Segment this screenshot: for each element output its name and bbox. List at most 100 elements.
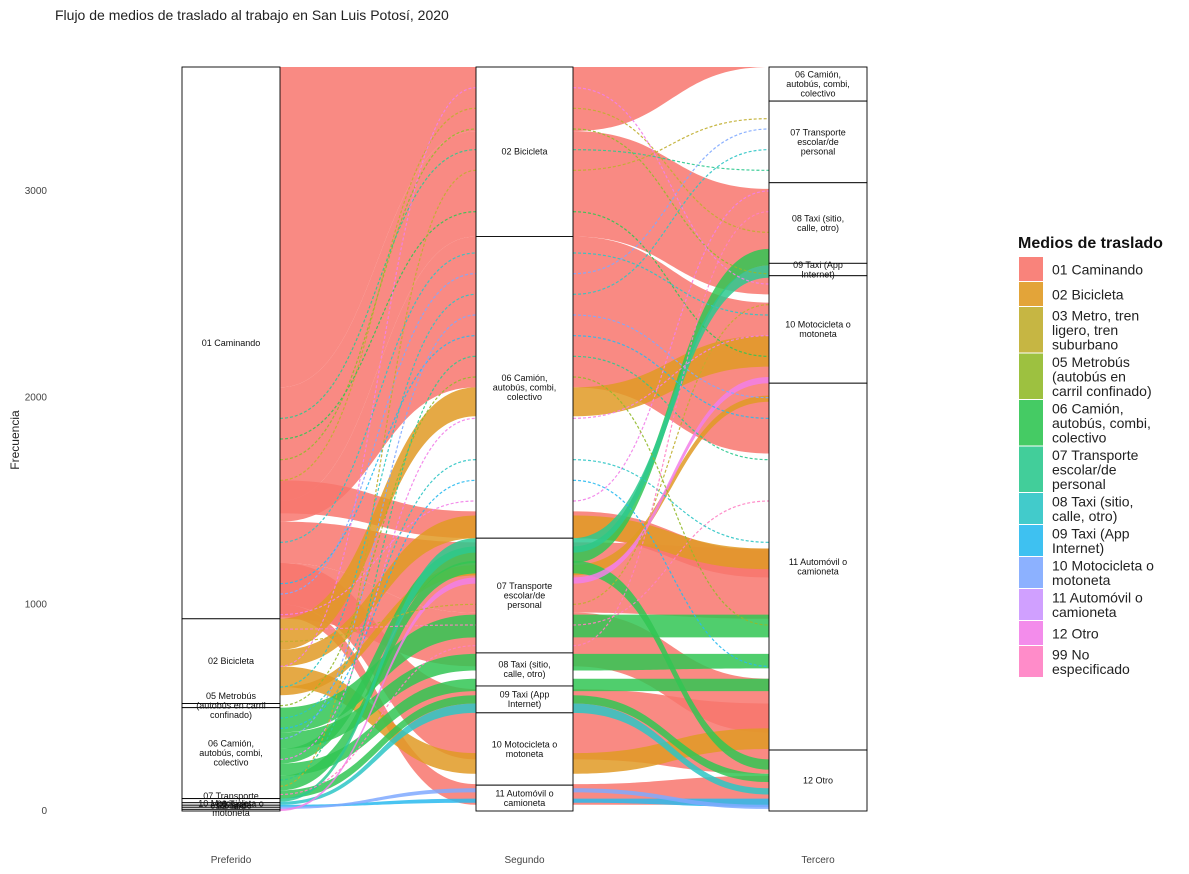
y-tick-label: 1000 xyxy=(25,599,48,610)
flow-thread xyxy=(572,335,770,419)
legend-swatch xyxy=(1019,400,1043,446)
flow-ribbons xyxy=(279,67,770,811)
flow-ribbon xyxy=(573,335,769,417)
flow-ribbon xyxy=(573,377,769,584)
legend-label: 12 Otro xyxy=(1052,625,1099,641)
legend-swatch xyxy=(1019,557,1043,588)
stratum-label-line: escolar/de xyxy=(210,800,252,810)
stratum-label-line: 10 Motocicleta o xyxy=(198,799,264,809)
chart-title: Flujo de medios de traslado al trabajo e… xyxy=(55,7,449,23)
stratum-box xyxy=(768,275,868,384)
legend-label-line: especificado xyxy=(1052,661,1130,677)
legend-label-line: 05 Metrobús xyxy=(1052,354,1130,370)
legend-label-line: 03 Metro, tren xyxy=(1052,308,1139,324)
legend-label: 05 Metrobús (autobús en carril confinado) xyxy=(1052,354,1152,399)
legend-label: 99 No especificado xyxy=(1052,647,1130,678)
stratum-label-line: Internet) xyxy=(801,269,835,279)
stratum-label-line: personal xyxy=(801,146,836,156)
stratum-label-line: confinado) xyxy=(210,710,252,720)
stratum-label-line: 09 Taxi (App xyxy=(793,260,843,270)
flow-thread xyxy=(279,376,477,707)
stratum-box xyxy=(475,685,574,714)
stratum-label-line: camioneta xyxy=(797,566,839,576)
legend-label: 11 Automóvil o camioneta xyxy=(1052,590,1143,621)
stratum-label-line: 07 Transporte xyxy=(790,127,846,137)
stratum-label-line: 02 Bicicleta xyxy=(208,656,254,666)
stratum-label-line: 11 Automóvil o xyxy=(789,557,847,567)
legend-swatch xyxy=(1019,257,1043,281)
stratum-label: 06 Camión, autobús, combi, colectivo xyxy=(786,70,850,99)
flow-ribbon xyxy=(280,695,476,799)
flow-ribbon xyxy=(280,678,476,776)
legend-label-line: 08 Taxi (sitio, xyxy=(1052,494,1133,510)
flow-ribbon xyxy=(573,695,769,783)
flow-ribbon xyxy=(573,265,769,553)
legend: Medios de traslado 01 Caminando 02 Bicicl… xyxy=(1018,235,1163,677)
flow-ribbon xyxy=(280,653,476,749)
legend-label-line: 12 Otro xyxy=(1052,625,1099,641)
stratum-label: 06 Camión, autobús, combi, colectivo xyxy=(199,739,263,768)
legend-swatch xyxy=(1019,589,1043,620)
flow-thread xyxy=(279,500,477,616)
flow-ribbon xyxy=(280,236,476,522)
stratum-box xyxy=(768,182,868,264)
flow-thread xyxy=(279,479,477,729)
flow-ribbon xyxy=(280,788,476,809)
legend-swatch xyxy=(1019,282,1043,306)
flow-thread xyxy=(572,459,770,543)
stratum-label: 12 Otro xyxy=(803,776,833,786)
flow-ribbon xyxy=(280,131,476,502)
stratum-label-line: colectivo xyxy=(213,758,248,768)
legend-label-line: suburbano xyxy=(1052,337,1118,353)
legend-swatch xyxy=(1019,353,1043,399)
stratum-label: 06 Camión, autobús, combi, colectivo xyxy=(493,373,557,402)
flow-thread xyxy=(279,293,477,688)
flow-ribbon xyxy=(573,67,769,132)
stratum-label-line: escolar/de xyxy=(797,137,839,147)
flow-thread xyxy=(572,107,770,233)
flow-thread xyxy=(572,118,770,171)
flow-ribbon xyxy=(280,546,476,764)
flow-thread xyxy=(572,500,770,626)
stratum-label: 10 Motocicleta o motoneta xyxy=(492,739,558,759)
stratum-box xyxy=(181,618,281,704)
stratum-label-line: 01 Caminando xyxy=(202,338,261,348)
flow-thread xyxy=(279,273,477,595)
legend-swatch xyxy=(1019,307,1043,353)
stratum-box xyxy=(181,66,281,620)
flow-ribbon xyxy=(280,538,476,802)
stratum-label: 07 Transporte escolar/de xyxy=(203,791,259,811)
flow-thread xyxy=(572,252,770,316)
legend-label-line: 06 Camión, xyxy=(1052,401,1124,417)
stratum-label: 11 Automóvil o camioneta xyxy=(495,788,553,808)
stratum-box xyxy=(768,66,868,102)
stratum-label-line: 11 Automóvil o xyxy=(495,788,553,798)
stratum-label: 05 Metrobús (autobús en carril confinado) xyxy=(196,691,266,720)
stratum-label-line: motoneta xyxy=(506,749,544,759)
flow-thread xyxy=(279,128,477,461)
x-axis-label: Preferido xyxy=(211,855,252,866)
stratum-label: 02 Bicicleta xyxy=(501,147,547,157)
stratum-label-line: 08 Taxi xyxy=(217,799,245,809)
legend-label-line: autobús, combi, xyxy=(1052,415,1151,431)
legend-label: 06 Camión, autobús, combi, colectivo xyxy=(1052,401,1151,446)
stratum-label-line: Internet) xyxy=(508,699,542,709)
stratum-label-line: 09 Taxi (App xyxy=(500,690,550,700)
flow-thread xyxy=(279,149,477,419)
legend-label: 09 Taxi (App Internet) xyxy=(1052,526,1130,557)
flow-ribbon xyxy=(573,560,769,770)
stratum-box xyxy=(181,808,281,812)
stratum-label: 09 Taxi (App Internet) xyxy=(793,260,843,280)
stratum-box xyxy=(475,537,574,654)
legend-label-line: motoneta xyxy=(1052,572,1111,588)
legend-label-line: 02 Bicicleta xyxy=(1052,286,1124,302)
legend-swatch xyxy=(1019,621,1043,645)
legend-label-line: 10 Motocicleta o xyxy=(1052,558,1154,574)
y-axis-label: Frecuencia xyxy=(8,410,22,470)
stratum-label-line: camioneta xyxy=(504,798,546,808)
stratum-box xyxy=(768,749,868,812)
stratum-label-line: 09 Taxi xyxy=(217,801,245,811)
legend-label-line: personal xyxy=(1052,476,1106,492)
stratum-label-line: colectivo xyxy=(800,89,835,99)
flow-thread xyxy=(572,128,770,275)
